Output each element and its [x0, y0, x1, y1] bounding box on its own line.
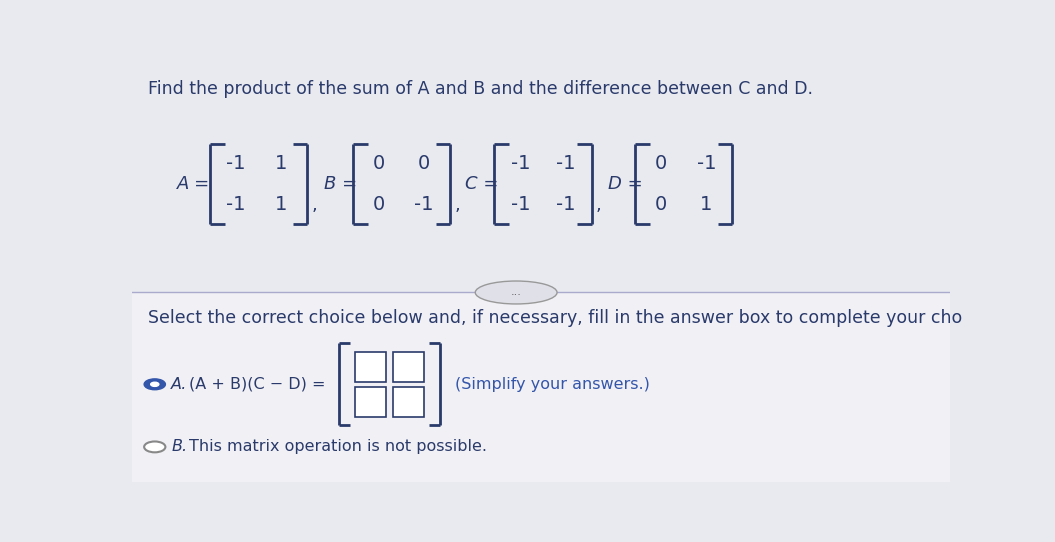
Text: -1: -1 [227, 153, 246, 172]
Text: This matrix operation is not possible.: This matrix operation is not possible. [189, 440, 487, 454]
Text: -1: -1 [415, 195, 434, 214]
FancyBboxPatch shape [392, 352, 424, 382]
Text: D =: D = [608, 175, 642, 193]
Text: (A + B)(C − D) =: (A + B)(C − D) = [189, 377, 326, 392]
Text: A =: A = [177, 175, 210, 193]
Ellipse shape [476, 281, 557, 304]
Text: -1: -1 [556, 153, 575, 172]
Circle shape [145, 379, 166, 390]
Circle shape [151, 382, 159, 386]
Text: -1: -1 [511, 153, 531, 172]
FancyBboxPatch shape [132, 293, 950, 482]
Text: ,: , [596, 196, 601, 214]
FancyBboxPatch shape [132, 65, 950, 293]
Circle shape [145, 442, 166, 453]
Text: -1: -1 [556, 195, 575, 214]
Text: -1: -1 [696, 153, 716, 172]
Text: 1: 1 [701, 195, 712, 214]
Text: ...: ... [511, 287, 521, 298]
FancyBboxPatch shape [356, 352, 386, 382]
Text: Select the correct choice below and, if necessary, fill in the answer box to com: Select the correct choice below and, if … [148, 309, 962, 327]
Text: -1: -1 [511, 195, 531, 214]
Text: 0: 0 [373, 153, 385, 172]
Text: C =: C = [465, 175, 499, 193]
Text: A.: A. [171, 377, 188, 392]
Text: 0: 0 [418, 153, 430, 172]
FancyBboxPatch shape [356, 387, 386, 417]
Text: Find the product of the sum of A and B and the difference between C and D.: Find the product of the sum of A and B a… [148, 80, 813, 98]
Text: -1: -1 [227, 195, 246, 214]
Text: (Simplify your answers.): (Simplify your answers.) [455, 377, 650, 392]
Text: B =: B = [324, 175, 358, 193]
Text: 1: 1 [275, 195, 287, 214]
Text: 0: 0 [373, 195, 385, 214]
Text: 1: 1 [275, 153, 287, 172]
Text: B.: B. [171, 440, 187, 454]
Text: ,: , [311, 196, 318, 214]
Text: 0: 0 [655, 195, 668, 214]
Text: 0: 0 [655, 153, 668, 172]
Text: ,: , [455, 196, 460, 214]
FancyBboxPatch shape [392, 387, 424, 417]
